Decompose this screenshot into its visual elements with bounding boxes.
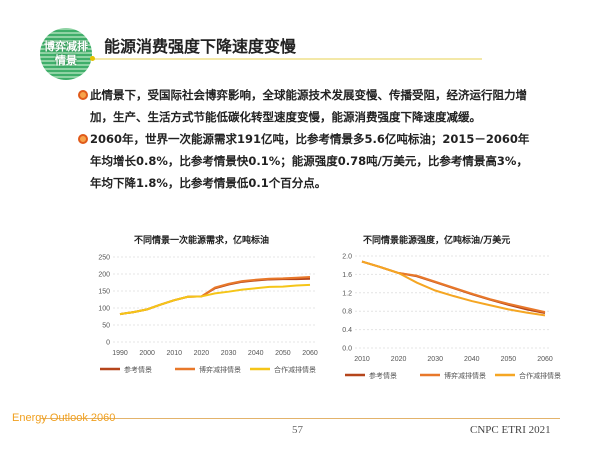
y-tick-label: 0.4 — [342, 327, 352, 334]
footer-brand: Energy Outlook 2060 — [12, 412, 116, 424]
y-tick-label: 0 — [106, 340, 110, 347]
legend-label: 参考情景 — [124, 365, 152, 374]
footer-org: CNPC ETRI 2021 — [470, 424, 551, 436]
y-tick-label: 250 — [98, 255, 110, 262]
y-tick-label: 150 — [98, 289, 110, 296]
legend-label: 参考情景 — [369, 371, 397, 380]
chart1-title: 不同情景一次能源需求，亿吨标油 — [134, 236, 270, 246]
x-tick-label: 2020 — [391, 356, 407, 363]
chart-energy-demand: 0 50 100 150 200 250 1990 2000 2010 2020 2030 2040 2… — [98, 255, 318, 375]
legend-label: 博弈减排情景 — [444, 371, 486, 380]
y-tick-label: 1.2 — [342, 290, 352, 297]
x-tick-label: 2010 — [354, 356, 370, 363]
x-tick-label: 2040 — [248, 350, 264, 357]
title-dot — [90, 56, 95, 61]
footer-divider — [40, 418, 560, 419]
y-tick-label: 200 — [98, 272, 110, 279]
x-tick-label: 2060 — [537, 356, 553, 363]
y-tick-label: 100 — [98, 306, 110, 313]
legend-label: 博弈减排情景 — [199, 365, 241, 374]
logo-line2: 情景 — [55, 54, 77, 67]
legend-label: 合作减排情景 — [519, 371, 561, 380]
chart2-title: 不同情景能源强度，亿吨标油/万美元 — [363, 236, 511, 246]
x-tick-label: 2000 — [139, 350, 155, 357]
x-tick-label: 2040 — [464, 356, 480, 363]
x-tick-label: 2010 — [166, 350, 182, 357]
x-tick-label: 2060 — [302, 350, 318, 357]
logo-line1: 博弈减排 — [44, 40, 88, 53]
y-tick-label: 0.8 — [342, 309, 352, 316]
x-tick-label: 2050 — [501, 356, 517, 363]
x-tick-label: 2050 — [275, 350, 291, 357]
bullet-1: 此情景下，受国际社会博弈影响，全球能源技术发展变慢、传播受阻，经济运行阻力增加，… — [78, 84, 530, 128]
x-tick-label: 2030 — [221, 350, 237, 357]
scenario-logo: 博弈减排 情景 — [40, 28, 92, 80]
x-tick-label: 1990 — [112, 350, 128, 357]
y-tick-label: 50 — [102, 323, 110, 330]
x-tick-label: 2020 — [194, 350, 210, 357]
page-number: 57 — [292, 424, 303, 436]
series-line-3 — [119, 283, 311, 316]
y-tick-label: 0.0 — [342, 346, 352, 353]
x-tick-label: 2030 — [427, 356, 443, 363]
legend-label: 合作减排情景 — [274, 365, 316, 374]
chart-energy-intensity: 0.0 0.4 0.8 1.2 1.6 2.0 2010 2020 2030 2040 2050 20… — [342, 254, 561, 381]
series-line-3 — [361, 260, 546, 317]
y-tick-label: 1.6 — [342, 272, 352, 279]
title-underline — [92, 58, 482, 60]
y-tick-label: 2.0 — [342, 254, 352, 261]
page-title: 能源消费强度下降速度变慢 — [104, 37, 297, 56]
bullet-2: 2060年，世界一次能源需求191亿吨，比参考情景多5.6亿吨标油；2015－2… — [78, 128, 530, 194]
